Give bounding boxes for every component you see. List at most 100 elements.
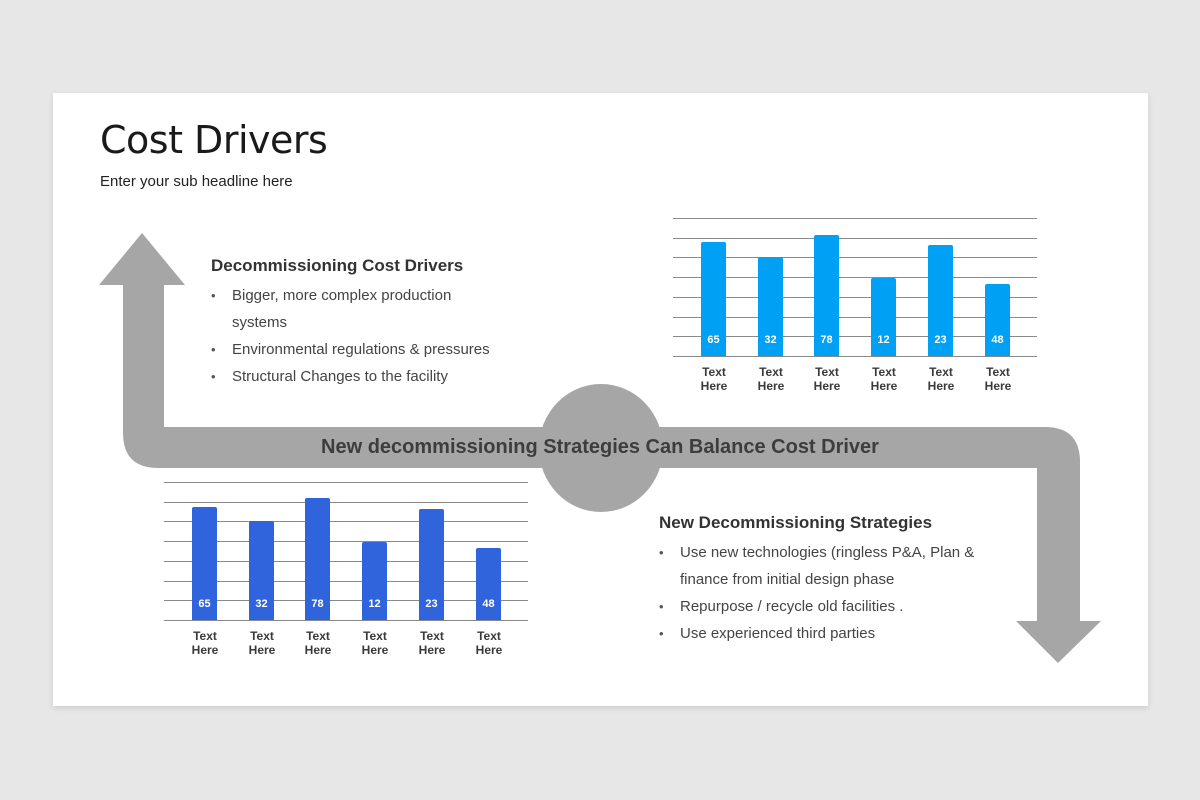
- bar-chart-top: 65 Text Here 32 Text Here 78 Text Here 12 Text Here…: [673, 218, 1037, 398]
- category-label: Text Here: [242, 629, 282, 657]
- gridline: [673, 218, 1037, 219]
- category-label-line: Text: [702, 365, 726, 379]
- bar-value-label: 12: [368, 598, 381, 610]
- gridline: [673, 316, 1037, 318]
- bar-value-label: 48: [991, 334, 1004, 346]
- category-label-line: Here: [304, 643, 332, 657]
- list-item: Use new technologies (ringless P&A, Plan…: [659, 539, 974, 566]
- category-label: Text Here: [298, 629, 338, 657]
- bar-value-label: 23: [934, 334, 947, 346]
- category-label-line: Here: [248, 643, 276, 657]
- category-label-line: Here: [927, 379, 955, 393]
- chart-bar: 23: [928, 245, 953, 356]
- category-label-line: Text: [363, 629, 387, 643]
- category-label-line: Text: [929, 365, 953, 379]
- category-label-line: Text: [477, 629, 501, 643]
- bar-value-label: 23: [425, 598, 438, 610]
- category-label-line: Text: [306, 629, 330, 643]
- page-title: Cost Drivers: [100, 118, 328, 162]
- chart-bar: 12: [362, 542, 387, 620]
- flow-band-label: New decommissioning Strategies Can Balan…: [321, 436, 879, 458]
- gridline: [673, 336, 1037, 338]
- strategies-list: Use new technologies (ringless P&A, Plan…: [659, 539, 974, 647]
- chart-bar: 32: [758, 257, 783, 356]
- bar-value-label: 12: [877, 334, 890, 346]
- list-item-continuation: systems: [211, 309, 490, 336]
- list-item: Repurpose / recycle old facilities .: [659, 593, 974, 620]
- list-item: Bigger, more complex production: [211, 282, 490, 309]
- gridline: [673, 257, 1037, 259]
- list-item-text: Repurpose / recycle old facilities .: [680, 598, 904, 615]
- category-label-line: Here: [870, 379, 898, 393]
- bar-value-label: 32: [764, 334, 777, 346]
- gridline: [673, 296, 1037, 298]
- gridline: [164, 560, 528, 562]
- category-label: Text Here: [355, 629, 395, 657]
- list-item: Structural Changes to the facility: [211, 363, 490, 390]
- bar-value-label: 32: [255, 598, 268, 610]
- gridline: [164, 580, 528, 582]
- center-circle: [539, 384, 663, 512]
- category-label: Text Here: [412, 629, 452, 657]
- gridline: [164, 541, 528, 543]
- chart-bar: 48: [476, 548, 501, 620]
- strategies-block: New Decommissioning Strategies Use new t…: [659, 513, 974, 647]
- gridline: [164, 620, 528, 621]
- category-label: Text Here: [469, 629, 509, 657]
- category-label-line: Here: [361, 643, 389, 657]
- category-label-line: Text: [815, 365, 839, 379]
- list-item-text: Use experienced third parties: [680, 625, 876, 642]
- cost-drivers-heading: Decommissioning Cost Drivers: [211, 256, 464, 275]
- cost-drivers-block: Decommissioning Cost Drivers Bigger, mor…: [211, 256, 490, 390]
- chart-bar: 65: [701, 242, 726, 356]
- list-item-text: Environmental regulations & pressures: [232, 341, 490, 358]
- category-label-line: Text: [986, 365, 1010, 379]
- list-item-text: systems: [232, 314, 288, 331]
- list-item-text: Structural Changes to the facility: [232, 368, 448, 385]
- bar-value-label: 78: [820, 334, 833, 346]
- strategies-heading: New Decommissioning Strategies: [659, 513, 933, 532]
- category-label-line: Text: [193, 629, 217, 643]
- chart-bar: 48: [985, 284, 1010, 356]
- bar-value-label: 65: [198, 598, 211, 610]
- chart-bar: 12: [871, 278, 896, 356]
- list-item-text: Bigger, more complex production: [232, 287, 452, 304]
- category-label-line: Here: [813, 379, 841, 393]
- category-label: Text Here: [694, 365, 734, 393]
- category-label-line: Here: [757, 379, 785, 393]
- category-label-line: Here: [418, 643, 446, 657]
- category-label-line: Here: [700, 379, 728, 393]
- category-label-line: Text: [420, 629, 444, 643]
- gridline: [164, 501, 528, 503]
- page-subtitle: Enter your sub headline here: [100, 173, 293, 190]
- category-label: Text Here: [807, 365, 847, 393]
- chart-bar: 32: [249, 521, 274, 620]
- list-item-continuation: finance from initial design phase: [659, 566, 974, 593]
- category-label-line: Here: [191, 643, 219, 657]
- gridline: [164, 521, 528, 523]
- list-item: Environmental regulations & pressures: [211, 336, 490, 363]
- category-label-line: Text: [759, 365, 783, 379]
- list-item: Use experienced third parties: [659, 620, 974, 647]
- chart-bar: 78: [305, 498, 330, 620]
- gridline: [673, 277, 1037, 279]
- bar-chart-bottom: 65 Text Here 32 Text Here 78 Text Here 12 Text Here…: [164, 482, 528, 662]
- category-label: Text Here: [751, 365, 791, 393]
- bar-value-label: 78: [311, 598, 324, 610]
- category-label: Text Here: [185, 629, 225, 657]
- list-item-text: finance from initial design phase: [680, 571, 895, 588]
- cost-drivers-list: Bigger, more complex production systems …: [211, 282, 490, 390]
- category-label: Text Here: [864, 365, 904, 393]
- bar-value-label: 65: [707, 334, 720, 346]
- bar-value-label: 48: [482, 598, 495, 610]
- gridline: [164, 600, 528, 602]
- category-label-line: Here: [984, 379, 1012, 393]
- gridline: [673, 356, 1037, 357]
- gridline: [164, 482, 528, 483]
- category-label: Text Here: [978, 365, 1018, 393]
- chart-bar: 65: [192, 507, 217, 620]
- category-label: Text Here: [921, 365, 961, 393]
- gridline: [673, 237, 1037, 239]
- category-label-line: Here: [475, 643, 503, 657]
